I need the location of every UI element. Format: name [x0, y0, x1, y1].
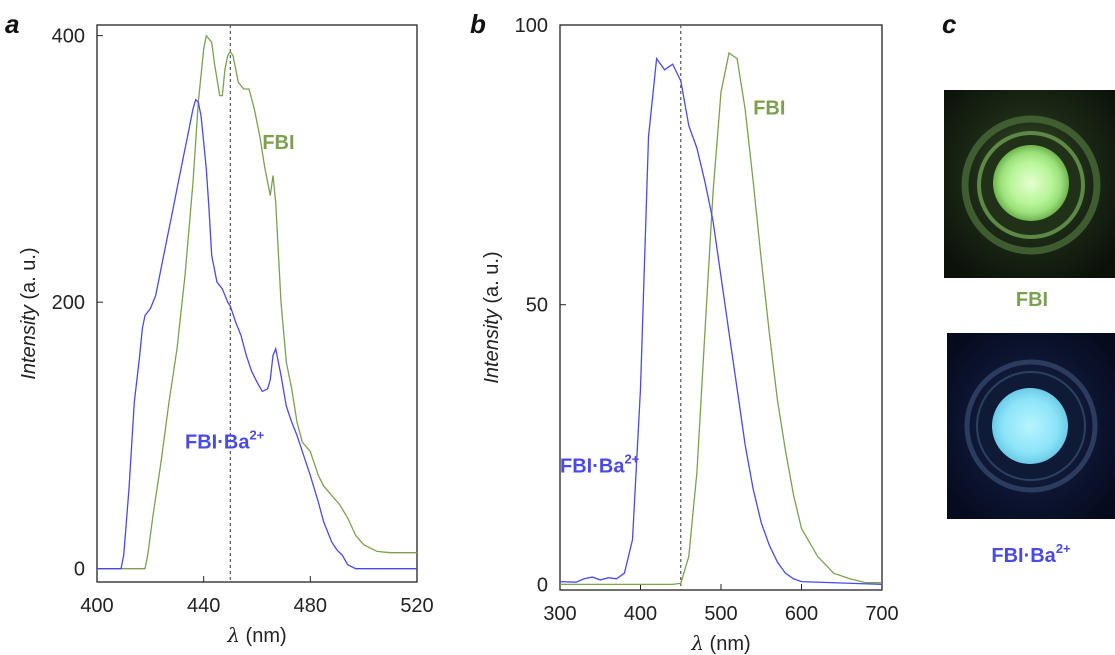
series-label-main: FBI·Ba	[560, 456, 625, 478]
photo-fbi-ba-glow	[992, 388, 1068, 464]
y-axis-label: Intensity (a. u.)	[481, 251, 503, 383]
series-label-main: FBI	[753, 98, 785, 120]
x-tick-label: 600	[785, 603, 818, 625]
y-axis-label-unit: (a. u.)	[481, 251, 503, 309]
series-label-fbi: FBI	[753, 98, 785, 120]
photo-fbi-ba-ring	[964, 359, 1098, 493]
x-tick-label: 520	[400, 595, 433, 617]
y-tick-label: 0	[74, 559, 85, 581]
x-tick-label: 400	[80, 595, 113, 617]
y-axis-label-var: Intensity	[18, 304, 40, 379]
x-tick-label: 480	[294, 595, 327, 617]
y-tick-label: 0	[537, 574, 548, 596]
series-label-fbi: FBI	[262, 132, 294, 154]
plot-frame-b	[559, 24, 883, 591]
photo-fbi	[944, 90, 1115, 278]
series-line-fbi-ba	[97, 98, 417, 570]
x-axis-label-var: λ	[690, 631, 704, 655]
photo-fbi-label: FBI	[1016, 289, 1048, 311]
photo-fbi-ba-label: FBI·Ba2+	[991, 541, 1071, 567]
series-line-fbi-ba	[559, 56, 883, 586]
y-tick-label: 200	[52, 292, 85, 314]
series-label-main: FBI·Ba	[185, 432, 250, 454]
x-axis-label: λ (nm)	[226, 623, 286, 647]
x-axis-label: λ (nm)	[690, 631, 750, 655]
panel-a-chart: 400 440 480 520 0 200 400 λ (nm) Intensity (a. u…	[18, 24, 434, 647]
series-line-fbi	[560, 51, 882, 586]
plot-frame-a	[96, 24, 418, 583]
photo-fbi-ba	[947, 333, 1115, 519]
y-tick-label: 100	[515, 15, 548, 37]
y-tick-label: 400	[52, 26, 85, 48]
series-label-sup: 2+	[624, 452, 639, 467]
x-tick-label: 400	[624, 603, 657, 625]
series-label-fbi-ba: FBI·Ba2+	[560, 452, 640, 478]
photo-fbi-ba-label-sup: 2+	[1056, 541, 1071, 556]
photo-fbi-ba-label-main: FBI·Ba	[991, 545, 1056, 567]
x-tick-label: 700	[865, 603, 898, 625]
x-axis-label-unit: (nm)	[240, 625, 287, 647]
y-axis-label-unit: (a. u.)	[18, 247, 40, 305]
panel-letter-c: c	[942, 9, 957, 39]
y-axis-label-var: Intensity	[481, 308, 503, 383]
panel-letter-b: b	[470, 9, 486, 39]
y-tick-label: 50	[526, 295, 548, 317]
series-label-fbi-ba: FBI·Ba2+	[185, 428, 265, 454]
photo-fbi-ring	[961, 115, 1101, 255]
x-axis-label-unit: (nm)	[704, 633, 751, 655]
panel-letter-a: a	[5, 9, 19, 39]
x-tick-label: 300	[543, 603, 576, 625]
x-tick-label: 500	[704, 603, 737, 625]
panel-b-chart: 300 400 500 600 700 0 50 100 λ (nm) Intensity (a.…	[481, 15, 899, 655]
series-label-sup: 2+	[249, 428, 264, 443]
series-line-fbi	[97, 34, 417, 570]
x-tick-label: 440	[187, 595, 220, 617]
series-label-main: FBI	[262, 132, 294, 154]
y-axis-label: Intensity (a. u.)	[18, 247, 40, 379]
x-axis-label-var: λ	[226, 623, 240, 647]
photo-fbi-glow	[993, 145, 1069, 221]
